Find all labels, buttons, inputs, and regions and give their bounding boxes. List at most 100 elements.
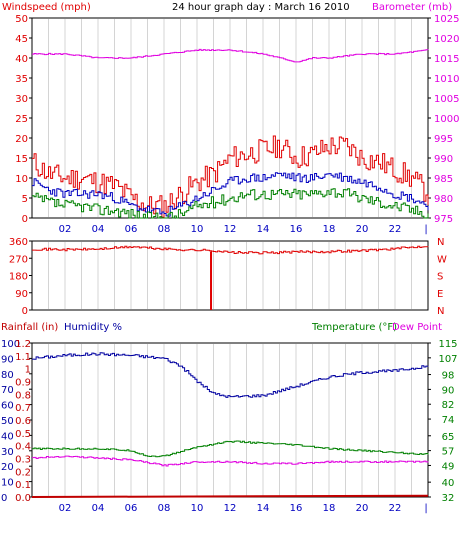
rainfall-tick-label: 0.9 [15,378,31,389]
barometer-line [32,48,429,63]
rainfall-tick-label: 0.4 [15,442,31,453]
left-tick-label: 45 [15,34,28,45]
rainfall-tick-label: 0.5 [15,429,31,440]
rainfall-tick-label: 1.1 [15,352,31,363]
humidity-tick-label: 80 [1,370,14,381]
compass-tick-label: W [437,254,447,265]
humidity-tick-label: 70 [1,385,14,396]
humidity-line [32,352,429,398]
x-tick-label: 12 [224,224,237,235]
temperature-axis-title: Temperature (°F) [311,322,397,333]
right-tick-label: 1010 [434,74,459,85]
right-tick-label: 980 [434,194,453,205]
left-tick-label: 30 [15,94,28,105]
left-tick-label: 0 [22,214,28,225]
humidity-tick-label: 50 [1,416,14,427]
x-tick-label: 02 [59,224,72,235]
right-tick-label: 1020 [434,34,459,45]
humidity-tick-label: 100 [1,339,20,350]
rainfall-tick-label: 1 [25,365,31,376]
temperature-tick-label: 40 [442,478,455,489]
temperature-tick-label: 98 [442,371,455,382]
right-tick-label: 1000 [434,114,459,125]
x-tick-label: 10 [191,503,204,514]
x-tick-label: 06 [125,224,138,235]
right-tick-label: 1005 [434,94,459,105]
rainfall-tick-label: 0.0 [15,493,31,504]
compass-tick-label: E [437,289,443,300]
wind-direction-line [32,245,429,255]
temperature-tick-label: 115 [438,339,457,350]
humidity-tick-label: 90 [1,354,14,365]
left-tick-label: 20 [15,134,28,145]
right-tick-label: 975 [434,214,453,225]
x-tick-label: 16 [290,503,303,514]
x-tick-label: 16 [290,224,303,235]
x-tick-label: 18 [323,224,336,235]
direction-tick-label: 360 [9,237,28,248]
humidity-tick-label: 20 [1,462,14,473]
x-tick-label: 22 [389,224,402,235]
x-tick-label: 20 [356,503,369,514]
rainfall-tick-label: 0.6 [15,416,31,427]
temperature-tick-label: 49 [442,461,455,472]
rainfall-tick-label: 0.3 [15,455,31,466]
x-tick-label: 12 [224,503,237,514]
x-tick-end: | [424,503,427,514]
temperature-tick-label: 32 [442,493,455,504]
right-tick-label: 1025 [434,14,459,25]
direction-tick-label: 0 [22,306,28,317]
x-tick-label: 08 [158,503,171,514]
temperature-tick-label: 107 [438,354,457,365]
humidity-tick-label: 30 [1,447,14,458]
rainfall-tick-label: 0.2 [15,467,31,478]
x-tick-label: 08 [158,224,171,235]
x-tick-label: 14 [257,224,270,235]
humidity-tick-label: 60 [1,401,14,412]
temperature-line [32,440,429,458]
temperature-tick-label: 57 [442,447,455,458]
x-tick-label: 14 [257,503,270,514]
right-tick-label: 1015 [434,54,459,65]
left-tick-label: 40 [15,54,28,65]
x-tick-label: 18 [323,503,336,514]
right-axis-title: Barometer (mb) [372,2,452,13]
graph-title: 24 hour graph day : March 16 2010 [172,2,350,13]
direction-tick-label: 90 [15,289,28,300]
dewpoint-axis-title: Dew Point [392,322,442,333]
left-tick-label: 5 [22,194,28,205]
x-tick-end: | [424,224,427,235]
rainfall-tick-label: 1.2 [15,339,31,350]
direction-tick-label: 270 [9,254,28,265]
left-tick-label: 15 [15,154,28,165]
compass-tick-label: N [437,306,444,317]
right-tick-label: 995 [434,134,453,145]
x-tick-label: 04 [92,503,105,514]
humidity-tick-label: 40 [1,431,14,442]
rainfall-line [31,494,429,498]
windspeed-avg-line [32,172,429,217]
humidity-tick-label: 0 [1,493,7,504]
x-tick-label: 02 [59,503,72,514]
humidity-tick-label: 10 [1,478,14,489]
x-tick-label: 04 [92,224,105,235]
left-axis-title: Windspeed (mph) [2,2,91,13]
rainfall-axis-title: Rainfall (in) [1,322,58,333]
rainfall-tick-label: 0.8 [15,390,31,401]
left-tick-label: 25 [15,114,28,125]
temperature-tick-label: 82 [442,400,455,411]
left-tick-label: 35 [15,74,28,85]
temperature-tick-label: 74 [442,415,455,426]
x-tick-label: 06 [125,503,138,514]
x-tick-label: 20 [356,224,369,235]
x-tick-label: 22 [389,503,402,514]
right-tick-label: 990 [434,154,453,165]
temperature-tick-label: 65 [442,432,455,443]
x-tick-label: 10 [191,224,204,235]
left-tick-label: 10 [15,174,28,185]
right-tick-label: 985 [434,174,453,185]
temperature-tick-label: 90 [442,385,455,396]
dewpoint-line [32,455,429,467]
